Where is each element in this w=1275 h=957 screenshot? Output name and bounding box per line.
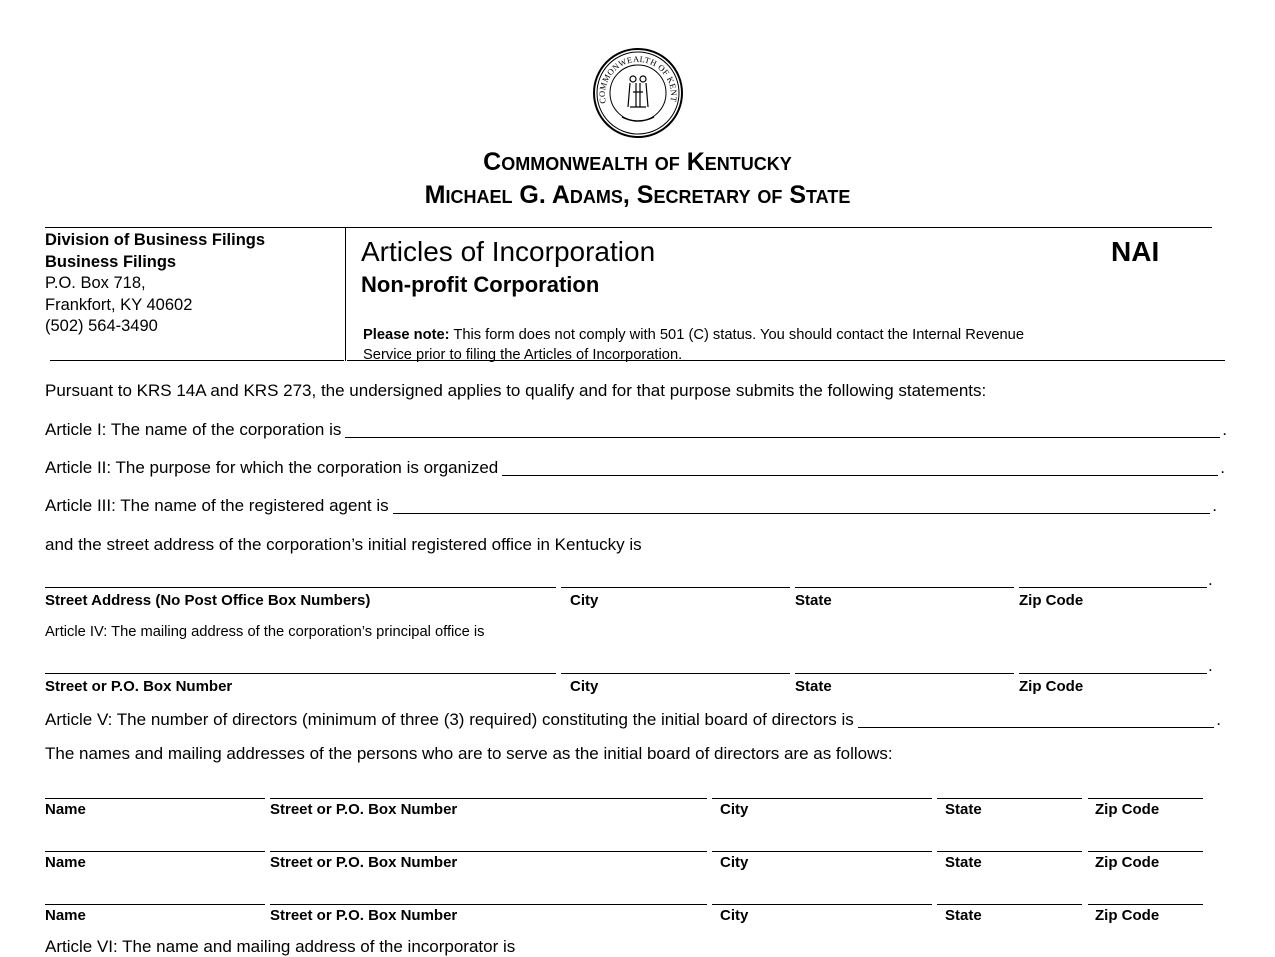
director-city-label: City bbox=[720, 854, 749, 871]
article-5-label: Article V: The number of directors (mini… bbox=[45, 710, 854, 729]
secretary-heading: Michael G. Adams, Secretary of State bbox=[424, 181, 851, 209]
zip-label: Zip Code bbox=[1019, 592, 1084, 609]
kentucky-seal-logo: COMMONWEALTH OF KENTUCKY bbox=[592, 47, 683, 138]
registered-street-field[interactable] bbox=[45, 587, 556, 588]
state-label: State bbox=[795, 678, 832, 695]
city-label: City bbox=[570, 678, 599, 695]
mailing-street-field[interactable] bbox=[45, 673, 556, 674]
director-name-field[interactable] bbox=[45, 851, 265, 852]
directors-intro: The names and mailing addresses of the p… bbox=[45, 744, 893, 763]
unit-name: Business Filings bbox=[45, 252, 177, 271]
division-name: Division of Business Filings bbox=[45, 231, 266, 249]
director-street-field[interactable] bbox=[270, 851, 707, 852]
mailing-state-field[interactable] bbox=[795, 673, 1014, 674]
article-3-row: Article III: The name of the registered … bbox=[45, 496, 1217, 516]
director-state-label: State bbox=[945, 801, 982, 818]
director-zip-label: Zip Code bbox=[1095, 854, 1160, 871]
director-street-field[interactable] bbox=[270, 798, 707, 799]
director-street-label: Street or P.O. Box Number bbox=[270, 854, 458, 871]
director-zip-label: Zip Code bbox=[1095, 801, 1160, 818]
director-street-label: Street or P.O. Box Number bbox=[270, 801, 458, 818]
director-street-label: Street or P.O. Box Number bbox=[270, 907, 458, 924]
registered-agent-field[interactable] bbox=[392, 497, 1211, 514]
director-state-label: State bbox=[945, 907, 982, 924]
header-divider bbox=[45, 227, 1212, 228]
director-city-label: City bbox=[720, 801, 749, 818]
article-1-row: Article I: The name of the corporation i… bbox=[45, 420, 1227, 440]
mailing-city-field[interactable] bbox=[561, 673, 790, 674]
title-box-bottom-line bbox=[347, 360, 1225, 361]
article-2-label: Article II: The purpose for which the co… bbox=[45, 458, 499, 477]
director-state-field[interactable] bbox=[937, 798, 1082, 799]
director-name-label: Name bbox=[45, 907, 86, 924]
director-city-field[interactable] bbox=[712, 851, 932, 852]
director-zip-field[interactable] bbox=[1088, 904, 1203, 905]
registered-city-field[interactable] bbox=[561, 587, 790, 588]
form-subtitle: Non-profit Corporation bbox=[361, 272, 600, 297]
street-label: Street or P.O. Box Number bbox=[45, 678, 233, 695]
article-5-row: Article V: The number of directors (mini… bbox=[45, 710, 1221, 730]
article-3-label: Article III: The name of the registered … bbox=[45, 496, 389, 515]
period: . bbox=[1216, 710, 1221, 729]
office-address-block: Division of Business Filings Business Fi… bbox=[45, 230, 265, 338]
article-6-label: Article VI: The name and mailing address… bbox=[45, 937, 516, 956]
article-2-row: Article II: The purpose for which the co… bbox=[45, 458, 1225, 478]
director-name-field[interactable] bbox=[45, 798, 265, 799]
note-text-1: This form does not comply with 501 (C) s… bbox=[449, 327, 1025, 343]
filing-note: Please note: This form does not comply w… bbox=[363, 325, 1024, 365]
corporation-name-field[interactable] bbox=[345, 421, 1221, 438]
director-state-field[interactable] bbox=[937, 851, 1082, 852]
article-4-label: Article IV: The mailing address of the c… bbox=[45, 624, 485, 640]
director-city-field[interactable] bbox=[712, 904, 932, 905]
director-name-field[interactable] bbox=[45, 904, 265, 905]
director-name-label: Name bbox=[45, 854, 86, 871]
commonwealth-heading: Commonwealth of Kentucky bbox=[483, 148, 792, 176]
purpose-field[interactable] bbox=[502, 459, 1219, 476]
director-state-field[interactable] bbox=[937, 904, 1082, 905]
zip-label: Zip Code bbox=[1019, 678, 1084, 695]
period: . bbox=[1208, 656, 1213, 675]
registered-state-field[interactable] bbox=[795, 587, 1014, 588]
number-of-directors-field[interactable] bbox=[857, 711, 1215, 728]
city-label: City bbox=[570, 592, 599, 609]
header-column-divider bbox=[345, 228, 346, 361]
registered-office-statement: and the street address of the corporatio… bbox=[45, 535, 642, 554]
period: . bbox=[1222, 420, 1227, 439]
director-zip-field[interactable] bbox=[1088, 798, 1203, 799]
form-title: Articles of Incorporation bbox=[361, 236, 656, 267]
director-zip-label: Zip Code bbox=[1095, 907, 1160, 924]
registered-zip-field[interactable] bbox=[1019, 587, 1207, 588]
director-street-field[interactable] bbox=[270, 904, 707, 905]
director-state-label: State bbox=[945, 854, 982, 871]
note-label: Please note: bbox=[363, 327, 450, 343]
state-label: State bbox=[795, 592, 832, 609]
period: . bbox=[1212, 496, 1217, 515]
mailing-zip-field[interactable] bbox=[1019, 673, 1207, 674]
form-code: NAI bbox=[1111, 236, 1160, 267]
intro-statement: Pursuant to KRS 14A and KRS 273, the und… bbox=[45, 381, 987, 400]
period: . bbox=[1208, 570, 1213, 589]
phone: (502) 564-3490 bbox=[45, 317, 158, 335]
director-name-label: Name bbox=[45, 801, 86, 818]
note-text-2: Service prior to filing the Articles of … bbox=[363, 347, 683, 363]
director-city-field[interactable] bbox=[712, 798, 932, 799]
office-box-bottom-line bbox=[50, 360, 344, 361]
period: . bbox=[1220, 458, 1225, 477]
city-state-zip: Frankfort, KY 40602 bbox=[45, 295, 193, 314]
article-1-label: Article I: The name of the corporation i… bbox=[45, 420, 342, 439]
po-box: P.O. Box 718, bbox=[45, 274, 146, 292]
director-zip-field[interactable] bbox=[1088, 851, 1203, 852]
director-city-label: City bbox=[720, 907, 749, 924]
street-label: Street Address (No Post Office Box Numbe… bbox=[45, 592, 371, 609]
